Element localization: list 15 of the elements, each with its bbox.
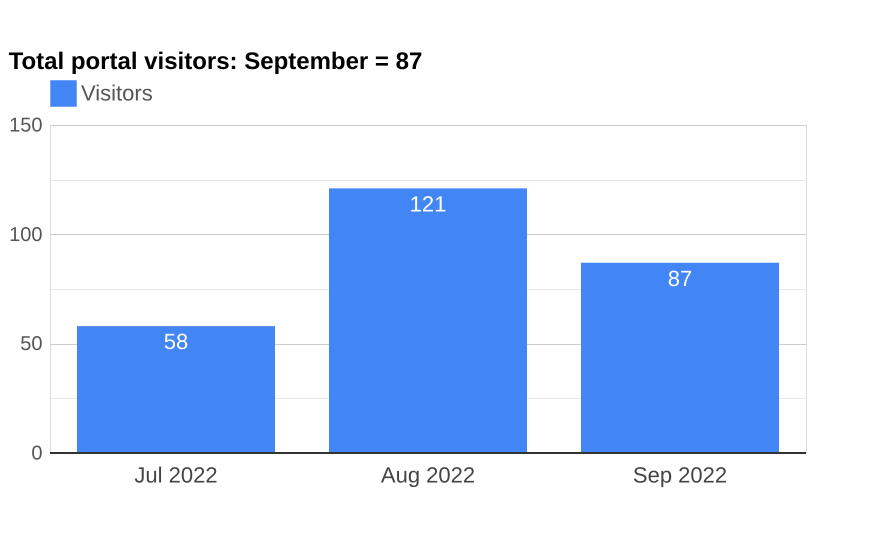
bar xyxy=(77,326,275,453)
y-tick-label: 0 xyxy=(31,442,42,464)
data-label: 87 xyxy=(668,266,692,291)
bar xyxy=(581,262,779,453)
bar xyxy=(329,188,527,453)
data-label: 121 xyxy=(410,191,446,216)
y-tick-label: 100 xyxy=(9,224,42,246)
chart-title: Total portal visitors: September = 87 xyxy=(8,48,422,75)
y-tick-label: 150 xyxy=(9,114,42,136)
data-label: 58 xyxy=(164,329,188,354)
x-tick-label: Jul 2022 xyxy=(134,462,218,488)
x-tick-label: Sep 2022 xyxy=(632,462,728,488)
y-tick-label: 50 xyxy=(20,333,42,356)
legend-label: Visitors xyxy=(81,80,153,106)
x-tick-label: Aug 2022 xyxy=(380,462,476,488)
